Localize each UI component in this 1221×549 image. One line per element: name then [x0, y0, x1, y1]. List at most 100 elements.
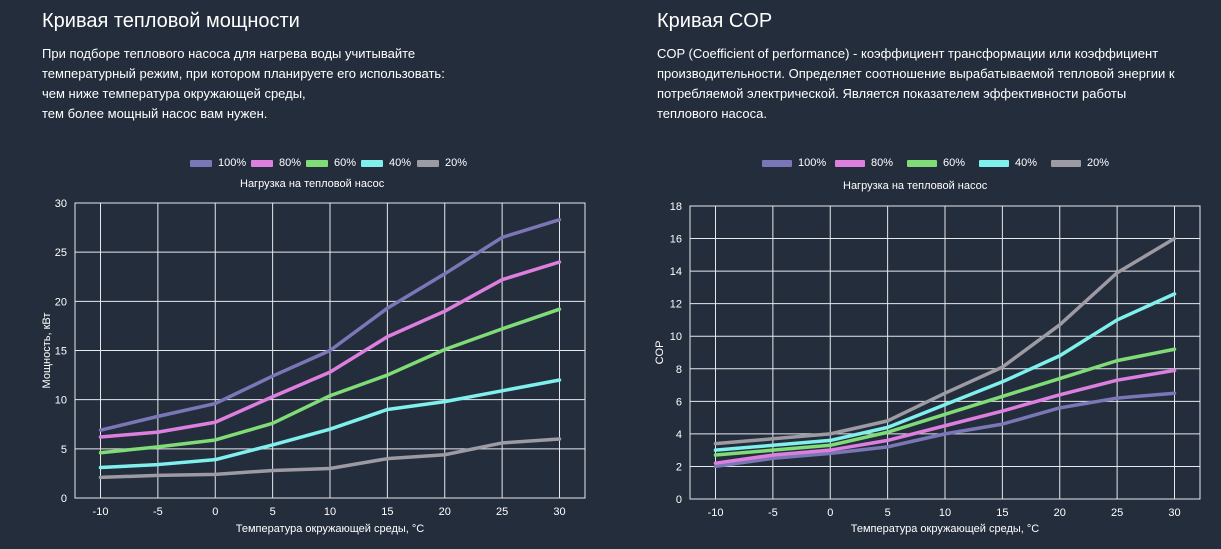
y-tick-label: 15	[55, 346, 67, 358]
cop-curve-panel: Кривая COP COP (Coefficient of performan…	[610, 0, 1221, 549]
x-tick-label: 10	[324, 506, 336, 518]
x-tick-label: 10	[939, 507, 951, 519]
series-line-20	[98, 437, 562, 480]
power-chart-title: Кривая тепловой мощности	[42, 10, 300, 32]
x-tick-label: 15	[996, 507, 1008, 519]
power-desc-line: тем более мощный насос вам нужен.	[42, 106, 268, 121]
cop-chart-title: Кривая COP	[657, 10, 773, 32]
legend-item-60[interactable]: 60%	[306, 157, 356, 169]
legend-item-100[interactable]: 100%	[762, 157, 826, 169]
legend-item-100[interactable]: 100%	[190, 157, 246, 169]
series-line-100	[713, 391, 1177, 469]
legend-label: 20%	[445, 157, 468, 169]
y-tick-label: 12	[670, 299, 682, 311]
x-tick-label: 20	[439, 506, 451, 518]
cop-legend-title: Нагрузка на тепловой насос	[843, 180, 988, 192]
legend-swatch	[361, 159, 383, 167]
x-tick-label: 25	[496, 506, 508, 518]
plot-border	[74, 202, 586, 499]
y-axis-label: Мощность, кВт	[41, 313, 53, 389]
legend-swatch	[1051, 159, 1081, 167]
x-tick-label: 5	[885, 507, 891, 519]
x-tick-label: 5	[270, 506, 276, 518]
y-tick-label: 25	[55, 247, 67, 259]
x-tick-label: -10	[708, 507, 724, 519]
cop-legend: 100% 80% 60% 40% 20%	[762, 157, 1162, 173]
legend-swatch	[835, 159, 865, 167]
series-line-40	[713, 292, 1177, 452]
series-line-40	[98, 378, 562, 470]
cop-desc-line: потребляемой электрической. Является пок…	[657, 86, 1127, 101]
legend-swatch	[762, 159, 792, 167]
y-tick-label: 14	[670, 266, 682, 278]
y-tick-label: 20	[55, 296, 67, 308]
legend-label: 40%	[389, 157, 412, 169]
x-tick-label: 15	[381, 506, 393, 518]
power-chart-description: При подборе теплового насоса для нагрева…	[42, 44, 445, 124]
x-axis-label: Температура окружающей среды, °С	[851, 523, 1040, 535]
legend-item-80[interactable]: 80%	[251, 157, 301, 169]
power-desc-line: При подборе теплового насоса для нагрева…	[42, 46, 416, 61]
x-tick-label: 0	[827, 507, 833, 519]
x-tick-label: 25	[1111, 507, 1123, 519]
series-line-80	[713, 368, 1177, 465]
power-desc-line: температурный режим, при котором планиру…	[42, 66, 445, 81]
x-tick-label: 0	[212, 506, 218, 518]
y-tick-label: 30	[55, 198, 67, 210]
power-legend: 100% 80% 60% 40% 20%	[190, 157, 510, 173]
power-curve-panel: Кривая тепловой мощности При подборе теп…	[0, 0, 610, 549]
x-tick-label: -10	[93, 506, 109, 518]
legend-label: 80%	[871, 157, 894, 169]
cop-desc-line: теплового насоса.	[657, 106, 767, 121]
y-tick-label: 6	[676, 396, 682, 408]
legend-item-20[interactable]: 20%	[1051, 157, 1109, 169]
x-tick-label: 30	[553, 506, 565, 518]
legend-swatch	[251, 159, 273, 167]
power-legend-title: Нагрузка на тепловой насос	[240, 178, 385, 190]
y-axis-label: COP	[654, 341, 666, 365]
x-tick-label: 30	[1168, 507, 1180, 519]
power-line-chart: 0 5 10 15 20 25 30 -10 -5 0 5 10 15 20 25 30 Температура…	[41, 198, 586, 535]
y-tick-label: 4	[676, 429, 682, 441]
y-tick-label: 18	[670, 201, 682, 213]
y-tick-label: 0	[676, 494, 682, 506]
legend-label: 100%	[218, 157, 247, 169]
legend-label: 60%	[943, 157, 966, 169]
plot-border	[689, 205, 1201, 500]
legend-item-40[interactable]: 40%	[361, 157, 411, 169]
y-tick-label: 16	[670, 234, 682, 246]
series-line-60	[98, 307, 562, 455]
legend-swatch	[306, 159, 328, 167]
series-line-80	[98, 260, 562, 439]
legend-label: 40%	[1015, 157, 1038, 169]
legend-swatch	[190, 159, 212, 167]
legend-label: 80%	[279, 157, 302, 169]
x-tick-label: -5	[153, 506, 163, 518]
series-line-20	[713, 236, 1177, 446]
legend-item-40[interactable]: 40%	[979, 157, 1037, 169]
y-tick-label: 10	[670, 331, 682, 343]
x-tick-label: -5	[768, 507, 778, 519]
legend-swatch	[907, 159, 937, 167]
cop-desc-line: COP (Coefficient of performance) - коэфф…	[657, 46, 1159, 61]
legend-item-80[interactable]: 80%	[835, 157, 893, 169]
x-tick-label: 20	[1054, 507, 1066, 519]
legend-item-60[interactable]: 60%	[907, 157, 965, 169]
series-line-100	[98, 217, 562, 432]
power-desc-line: чем ниже температура окружающей среды,	[42, 86, 306, 101]
legend-label: 60%	[334, 157, 357, 169]
y-tick-label: 5	[61, 444, 67, 456]
x-axis-label: Температура окружающей среды, °С	[236, 523, 425, 535]
legend-swatch	[417, 159, 439, 167]
y-tick-label: 8	[676, 364, 682, 376]
legend-label: 20%	[1087, 157, 1110, 169]
cop-desc-line: производительности. Определяет соотношен…	[657, 66, 1175, 81]
legend-label: 100%	[798, 157, 827, 169]
legend-swatch	[979, 159, 1009, 167]
series-line-60	[713, 347, 1177, 457]
y-tick-label: 0	[61, 493, 67, 505]
legend-item-20[interactable]: 20%	[417, 157, 467, 169]
y-tick-label: 10	[55, 395, 67, 407]
cop-chart-description: COP (Coefficient of performance) - коэфф…	[657, 44, 1175, 124]
y-tick-label: 2	[676, 461, 682, 473]
